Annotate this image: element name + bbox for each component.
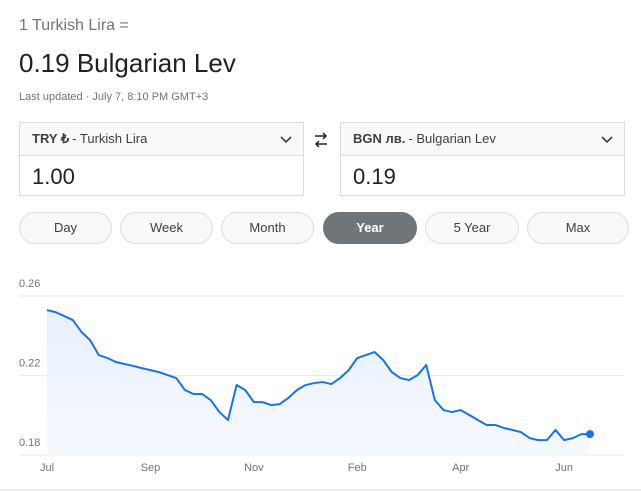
x-tick-label: Apr <box>452 462 469 474</box>
end-dot <box>586 430 594 439</box>
updated: Last updated · July 7, 8:10 PM GMT+3 <box>19 91 209 103</box>
from-name: - Turkish Lira <box>72 131 148 146</box>
range-button[interactable]: Day <box>19 212 112 244</box>
chevron <box>601 136 613 144</box>
from-box: TRY ₺ - Turkish Lira 1.00 <box>19 122 304 196</box>
range-button[interactable]: Year <box>323 212 417 244</box>
x-tick-label: Jul <box>40 462 54 474</box>
y-tick-label: 0.18 <box>19 437 40 449</box>
y-tick-label: 0.22 <box>19 358 40 370</box>
chevron <box>280 136 292 144</box>
x-tick-label: Sep <box>141 462 161 474</box>
to-code: BGN лв. <box>353 131 406 146</box>
x-tick-label: Nov <box>244 462 264 474</box>
area <box>47 310 590 455</box>
y-tick-label: 0.26 <box>19 278 40 290</box>
to-box: BGN лв. - Bulgarian Lev 0.19 <box>340 122 625 196</box>
line <box>46 309 590 442</box>
to-name: - Bulgarian Lev <box>408 131 496 146</box>
range-button[interactable]: 5 Year <box>425 212 519 244</box>
to-amount[interactable]: 0.19 <box>353 164 396 189</box>
range-button[interactable]: Month <box>221 212 314 244</box>
result: 0.19 Bulgarian Lev <box>19 48 236 78</box>
prefix: 1 Turkish Lira = <box>19 17 129 34</box>
range-button[interactable]: Week <box>120 212 213 244</box>
from-amount[interactable]: 1.00 <box>32 164 75 189</box>
x-tick-label: Jun <box>555 462 573 474</box>
x-tick-label: Feb <box>348 462 367 474</box>
range-button[interactable]: Max <box>527 212 629 244</box>
to-select[interactable]: BGN лв. - Bulgarian Lev <box>341 123 624 156</box>
swap-icon[interactable] <box>313 131 329 149</box>
from-select[interactable]: TRY ₺ - Turkish Lira <box>20 123 303 156</box>
from-code: TRY ₺ <box>32 131 70 146</box>
